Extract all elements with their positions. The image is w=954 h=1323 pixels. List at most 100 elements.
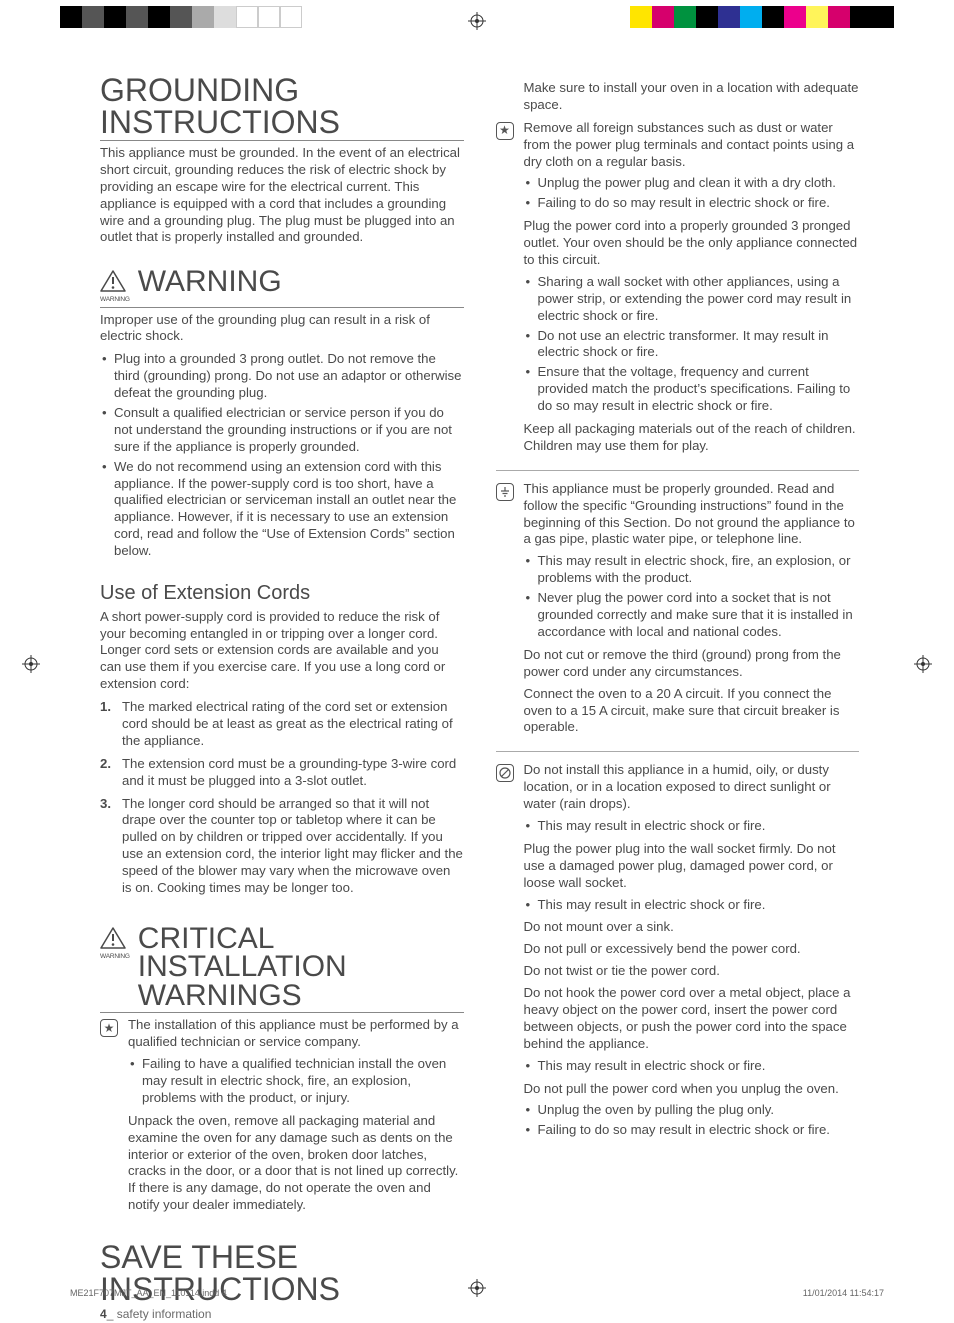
swatch xyxy=(872,6,894,28)
list-item: This may result in electric shock or fir… xyxy=(538,897,860,914)
list-item: This may result in electric shock, fire,… xyxy=(538,553,860,587)
swatch xyxy=(104,6,126,28)
bullet-list: This may result in electric shock or fir… xyxy=(524,1058,860,1075)
noc-bend: Do not pull or excessively bend the powe… xyxy=(524,941,860,958)
registration-mark-icon xyxy=(468,1279,486,1302)
page-footer: 4_ safety information xyxy=(100,1307,464,1322)
swatch xyxy=(784,6,806,28)
page-section-label: _ safety information xyxy=(107,1307,212,1321)
ext-cord-ordered-list: The marked electrical rating of the cord… xyxy=(100,699,464,903)
content-area: GROUNDING INSTRUCTIONS This appliance mu… xyxy=(100,74,859,1252)
install-p2: Unpack the oven, remove all packaging ma… xyxy=(128,1113,464,1214)
bullet-list: This may result in electric shock, fire,… xyxy=(524,553,860,640)
bullet-list: Unplug the oven by pulling the plug only… xyxy=(524,1102,860,1139)
swatch xyxy=(696,6,718,28)
install-block: ★ The installation of this appliance mus… xyxy=(100,1017,464,1221)
star-block: ★ Remove all foreign substances such as … xyxy=(496,120,860,471)
right-top-paragraph: Make sure to install your oven in a loca… xyxy=(496,80,860,114)
warning-small-label: WARNING xyxy=(100,296,130,304)
registration-mark-icon xyxy=(22,655,40,678)
install-bullet-list: Failing to have a qualified technician i… xyxy=(128,1056,464,1107)
swatch xyxy=(652,6,674,28)
list-item: The marked electrical rating of the cord… xyxy=(122,699,464,750)
star-box-icon: ★ xyxy=(496,122,516,460)
list-item: Unplug the power plug and clean it with … xyxy=(538,175,860,192)
list-item: Consult a qualified electrician or servi… xyxy=(114,405,464,456)
noc-plug-p: Plug the power plug into the wall socket… xyxy=(524,841,860,892)
swatch xyxy=(674,6,696,28)
list-item: This may result in electric shock or fir… xyxy=(538,1058,860,1075)
slug-filename: ME21F707MJT_AA_EN_110114.indd 4 xyxy=(70,1288,227,1298)
page: GROUNDING INSTRUCTIONS This appliance mu… xyxy=(0,0,954,1308)
registration-mark-icon xyxy=(468,12,486,30)
warning-small-label: WARNING xyxy=(100,953,130,961)
swatch-strip-right xyxy=(630,6,894,28)
swatch xyxy=(236,6,258,28)
swatch xyxy=(740,6,762,28)
swatch xyxy=(126,6,148,28)
registration-mark-icon xyxy=(914,655,932,678)
prohibit-block: Do not install this appliance in a humid… xyxy=(496,762,860,1147)
bullet-list: Unplug the power plug and clean it with … xyxy=(524,175,860,212)
ground-p1: This appliance must be properly grounded… xyxy=(524,481,860,549)
warning-bullet-list: Plug into a grounded 3 prong outlet. Do … xyxy=(100,351,464,563)
swatch xyxy=(170,6,192,28)
ext-intro: A short power-supply cord is provided to… xyxy=(100,609,464,693)
list-item: Never plug the power cord into a socket … xyxy=(538,590,860,641)
list-item: Ensure that the voltage, frequency and c… xyxy=(538,364,860,415)
swatch xyxy=(718,6,740,28)
swatch xyxy=(762,6,784,28)
bullet-list: Sharing a wall socket with other applian… xyxy=(524,274,860,415)
swatch xyxy=(60,6,82,28)
list-item: Do not use an electric transformer. It m… xyxy=(538,328,860,362)
swatch-strip-left xyxy=(60,6,302,28)
ground-box-icon xyxy=(496,483,516,741)
heading-critical: WARNING CRITICAL INSTALLATION WARNINGS xyxy=(100,925,464,1014)
prohibit-box-icon xyxy=(496,764,516,1145)
warning-heading-text: WARNING xyxy=(138,268,282,297)
heading-grounding: GROUNDING INSTRUCTIONS xyxy=(100,74,464,141)
list-item: Failing to have a qualified technician i… xyxy=(142,1056,464,1107)
list-item: Failing to do so may result in electric … xyxy=(538,195,860,212)
grounding-paragraph: This appliance must be grounded. In the … xyxy=(100,145,464,246)
list-item: Failing to do so may result in electric … xyxy=(538,1122,860,1139)
column-right: Make sure to install your oven in a loca… xyxy=(496,74,860,1252)
list-item: This may result in electric shock or fir… xyxy=(538,818,860,835)
swatch xyxy=(82,6,104,28)
critical-heading-text: CRITICAL INSTALLATION WARNINGS xyxy=(138,925,464,1011)
warning-triangle-icon xyxy=(100,270,130,297)
ground-block: This appliance must be properly grounded… xyxy=(496,481,860,752)
swatch xyxy=(828,6,850,28)
warning-intro: Improper use of the grounding plug can r… xyxy=(100,312,464,346)
swatch xyxy=(148,6,170,28)
heading-warning: WARNING WARNING xyxy=(100,268,464,307)
list-item: The extension cord must be a grounding-t… xyxy=(122,756,464,790)
warning-triangle-icon xyxy=(100,927,130,954)
noc-p1: Do not install this appliance in a humid… xyxy=(524,762,860,813)
swatch xyxy=(630,6,652,28)
star-p1: Remove all foreign substances such as du… xyxy=(524,120,860,171)
list-item: Sharing a wall socket with other applian… xyxy=(538,274,860,325)
star-box-icon: ★ xyxy=(100,1019,120,1219)
list-item: The longer cord should be arranged so th… xyxy=(122,796,464,897)
star-p3: Keep all packaging materials out of the … xyxy=(524,421,860,455)
bullet-list: This may result in electric shock or fir… xyxy=(524,818,860,835)
noc-twist: Do not twist or tie the power cord. xyxy=(524,963,860,980)
ground-p2: Do not cut or remove the third (ground) … xyxy=(524,647,860,681)
swatch xyxy=(806,6,828,28)
list-item: Plug into a grounded 3 prong outlet. Do … xyxy=(114,351,464,402)
noc-hook-p: Do not hook the power cord over a metal … xyxy=(524,985,860,1053)
swatch xyxy=(850,6,872,28)
swatch xyxy=(280,6,302,28)
bullet-list: This may result in electric shock or fir… xyxy=(524,897,860,914)
install-p1: The installation of this appliance must … xyxy=(128,1017,464,1051)
ground-p3: Connect the oven to a 20 A circuit. If y… xyxy=(524,686,860,737)
column-left: GROUNDING INSTRUCTIONS This appliance mu… xyxy=(100,74,464,1252)
list-item: Unplug the oven by pulling the plug only… xyxy=(538,1102,860,1119)
page-number: 4 xyxy=(100,1307,107,1321)
swatch xyxy=(258,6,280,28)
heading-ext-cords: Use of Extension Cords xyxy=(100,581,464,607)
slug-datetime: 11/01/2014 11:54:17 xyxy=(803,1288,884,1298)
noc-pull-p: Do not pull the power cord when you unpl… xyxy=(524,1081,860,1098)
swatch xyxy=(214,6,236,28)
